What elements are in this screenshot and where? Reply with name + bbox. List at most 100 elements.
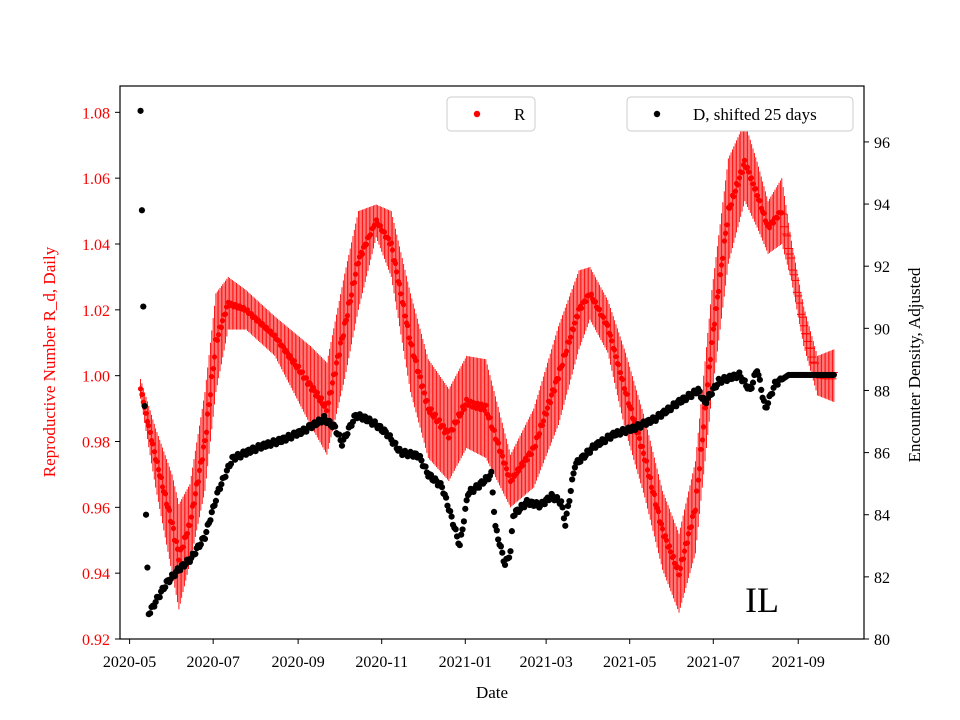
d-point — [156, 594, 163, 601]
y-right-tick-label: 80 — [874, 632, 890, 649]
d-point — [564, 502, 572, 510]
r-point — [154, 458, 160, 465]
d-point — [142, 511, 150, 518]
r-point — [392, 260, 399, 267]
r-point — [364, 241, 370, 248]
r-point — [318, 395, 325, 401]
r-point — [568, 334, 574, 340]
d-point — [456, 542, 463, 549]
r-point — [483, 402, 489, 408]
r-point — [202, 438, 208, 444]
r-point — [583, 298, 589, 305]
y-left-tick-label: 0.92 — [82, 632, 110, 649]
d-point — [216, 485, 224, 493]
d-point — [144, 564, 151, 571]
r-point — [575, 314, 581, 320]
r-point — [702, 405, 708, 411]
d-point — [212, 497, 220, 504]
r-point — [624, 391, 630, 397]
d-point — [203, 528, 210, 536]
y-left-tick-label: 0.98 — [82, 435, 110, 452]
y-axis-right-ticks: 80 82 84 86 88 90 92 94 96 — [864, 135, 890, 649]
y-right-tick-label: 92 — [874, 259, 890, 276]
r-point — [647, 474, 653, 481]
d-point — [764, 400, 772, 407]
d-point — [566, 497, 573, 505]
r-point — [664, 537, 670, 543]
d-point — [758, 386, 765, 393]
r-point — [396, 281, 403, 287]
r-point — [146, 423, 152, 429]
r-point — [155, 467, 161, 473]
y-axis-left-label: Reproductive Number R_d, Daily — [40, 246, 59, 477]
r-point — [216, 332, 222, 338]
r-point — [613, 354, 619, 360]
r-point — [684, 540, 690, 546]
r-point — [351, 279, 357, 286]
r-point — [446, 435, 452, 441]
r-point — [707, 356, 714, 363]
r-point — [564, 348, 570, 354]
r-point — [461, 406, 467, 412]
x-tick-label: 2020-07 — [187, 654, 240, 671]
d-point — [458, 531, 465, 538]
r-point — [609, 338, 615, 344]
d-point — [508, 528, 515, 535]
r-point — [736, 175, 742, 181]
r-point — [421, 390, 427, 396]
r-point — [709, 339, 715, 346]
d-point — [208, 509, 215, 516]
r-point — [150, 441, 156, 447]
d-point — [541, 501, 548, 508]
d-point — [338, 442, 346, 449]
r-point — [724, 222, 730, 228]
x-tick-label: 2021-03 — [519, 654, 572, 671]
x-tick-label: 2020-09 — [271, 654, 324, 671]
x-axis-ticks: 2020-05 2020-07 2020-09 2020-11 2021-01 2021-… — [103, 639, 825, 671]
y-left-tick-label: 1.02 — [82, 303, 110, 320]
r-point — [337, 340, 344, 346]
r-point — [651, 491, 657, 498]
r-point — [750, 181, 756, 187]
r-point — [572, 320, 578, 326]
d-point — [326, 417, 333, 425]
r-point — [749, 175, 755, 181]
r-point — [596, 306, 603, 312]
r-point — [775, 215, 781, 221]
d-point — [830, 371, 837, 379]
r-point — [716, 288, 722, 295]
d-point — [506, 554, 513, 561]
r-point — [639, 443, 645, 449]
x-tick-label: 2021-09 — [772, 654, 825, 671]
r-point — [440, 423, 446, 429]
r-point — [662, 533, 668, 539]
d-point — [447, 508, 454, 515]
d-point — [490, 508, 498, 515]
y-left-tick-label: 1.08 — [82, 105, 110, 122]
r-point — [368, 232, 374, 238]
r-point — [588, 291, 594, 297]
x-tick-label: 2021-05 — [603, 654, 656, 671]
r-point — [579, 305, 585, 311]
r-point — [436, 417, 442, 423]
d-point — [427, 471, 435, 479]
r-point — [159, 484, 166, 490]
d-point — [507, 548, 514, 555]
r-point — [222, 311, 229, 317]
d-point — [570, 470, 577, 477]
r-point — [347, 298, 353, 305]
r-point — [607, 332, 614, 338]
r-point — [640, 450, 647, 456]
r-point — [291, 358, 297, 364]
r-point — [543, 411, 549, 417]
d-point — [137, 107, 144, 114]
r-point — [718, 262, 725, 268]
y-left-tick-label: 0.96 — [82, 500, 110, 517]
x-tick-label: 2021-07 — [687, 654, 740, 671]
legend-r-label: R — [514, 105, 526, 124]
d-point — [475, 484, 483, 491]
d-point — [488, 468, 495, 475]
r-point — [710, 326, 716, 332]
y-left-tick-label: 1.04 — [82, 237, 110, 254]
d-point — [489, 489, 496, 496]
